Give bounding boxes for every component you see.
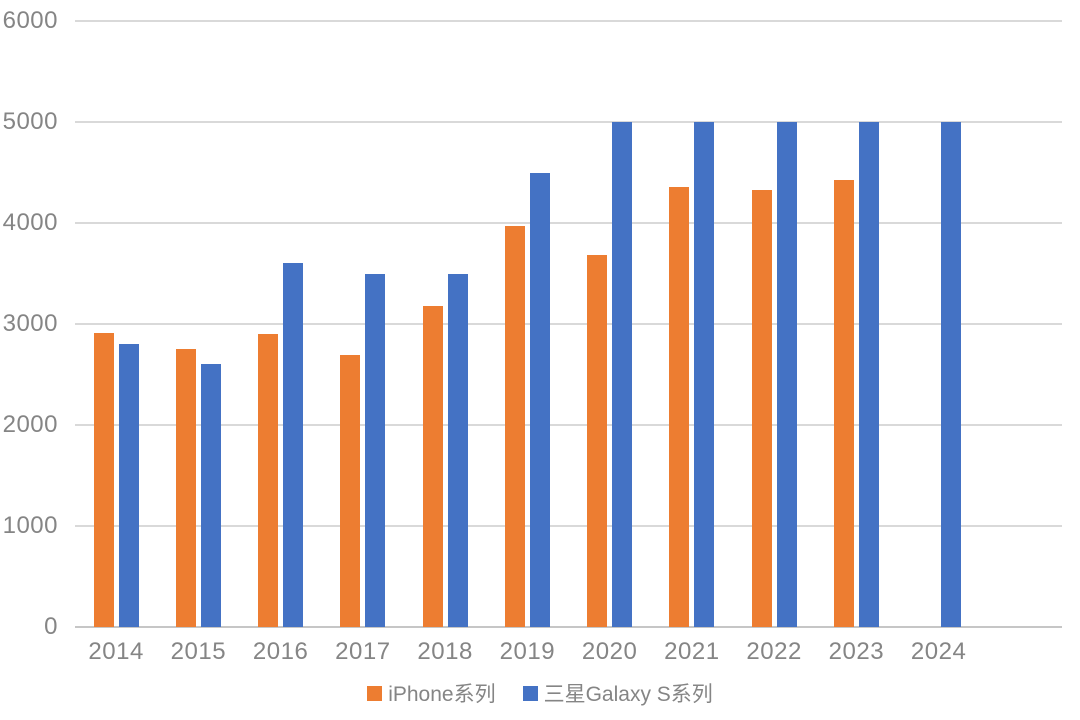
bar-iphone-2023 xyxy=(833,180,854,627)
x-tick-label-2024: 2024 xyxy=(910,638,967,665)
legend-item-iphone: iPhone系列 xyxy=(367,678,496,708)
bar-iphone-2021 xyxy=(669,187,690,627)
x-tick-label-2014: 2014 xyxy=(88,638,144,665)
bar-galaxy-s-2019 xyxy=(529,172,550,627)
bar-galaxy-s-2021 xyxy=(694,122,715,627)
gridline-5000 xyxy=(75,121,1062,123)
x-tick-label-2016: 2016 xyxy=(252,638,309,665)
bar-galaxy-s-2015 xyxy=(200,364,221,627)
y-tick-label-2000: 2000 xyxy=(2,411,58,438)
gridline-1000 xyxy=(75,525,1062,527)
bar-galaxy-s-2023 xyxy=(858,122,879,627)
x-tick-label-2015: 2015 xyxy=(170,638,227,665)
y-tick-label-0: 0 xyxy=(44,613,58,640)
gridline-4000 xyxy=(75,222,1062,224)
bar-galaxy-s-2018 xyxy=(447,273,468,627)
bar-iphone-2019 xyxy=(504,226,525,627)
x-tick-label-2019: 2019 xyxy=(499,638,556,665)
bar-iphone-2017 xyxy=(340,355,361,627)
bar-galaxy-s-2016 xyxy=(283,263,304,627)
iphone-series-swatch-icon xyxy=(367,685,383,701)
bar-iphone-2016 xyxy=(258,334,279,627)
gridline-3000 xyxy=(75,323,1062,325)
x-tick-label-2022: 2022 xyxy=(746,638,802,665)
chart-legend: iPhone系列 三星Galaxy S系列 xyxy=(0,678,1080,708)
bar-iphone-2014 xyxy=(93,332,114,627)
bar-iphone-2022 xyxy=(751,190,772,627)
bar-galaxy-s-2020 xyxy=(612,122,633,627)
x-tick-label-2020: 2020 xyxy=(581,638,638,665)
bar-galaxy-s-2024 xyxy=(941,122,962,627)
bar-iphone-2018 xyxy=(422,306,443,627)
y-tick-label-5000: 5000 xyxy=(2,108,58,135)
galaxy-series-swatch-icon xyxy=(522,685,538,701)
bar-galaxy-s-2014 xyxy=(118,344,139,627)
x-tick-label-2021: 2021 xyxy=(664,638,720,665)
gridline-2000 xyxy=(75,424,1062,426)
y-tick-label-6000: 6000 xyxy=(2,7,58,34)
x-tick-label-2018: 2018 xyxy=(417,638,473,665)
y-tick-label-4000: 4000 xyxy=(2,209,58,236)
bar-iphone-2015 xyxy=(175,349,196,627)
bar-galaxy-s-2022 xyxy=(776,122,797,627)
legend-label-iphone: iPhone系列 xyxy=(388,683,496,706)
gridline-6000 xyxy=(75,20,1062,22)
bar-galaxy-s-2017 xyxy=(365,273,386,627)
legend-label-galaxy: 三星Galaxy S系列 xyxy=(543,683,713,706)
legend-item-galaxy: 三星Galaxy S系列 xyxy=(522,678,713,708)
x-tick-label-2017: 2017 xyxy=(335,638,391,665)
bar-iphone-2020 xyxy=(587,254,608,627)
y-tick-label-1000: 1000 xyxy=(2,512,58,539)
y-tick-label-3000: 3000 xyxy=(2,310,58,337)
x-tick-label-2023: 2023 xyxy=(828,638,885,665)
x-axis-line xyxy=(75,626,1062,628)
